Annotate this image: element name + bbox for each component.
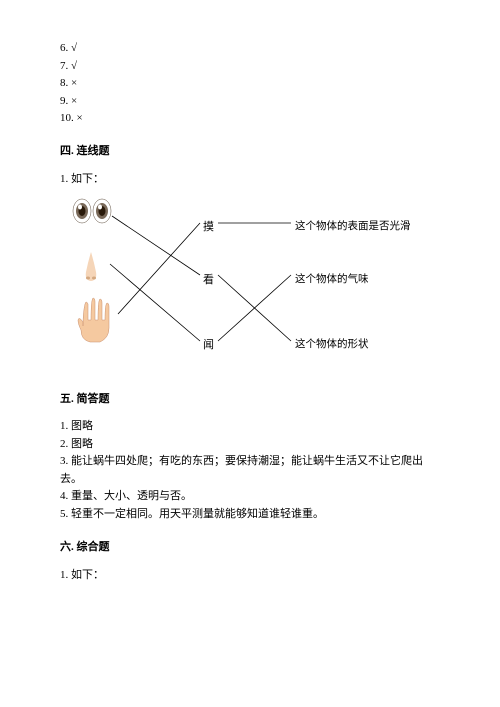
sa-item: 1. 图略	[60, 418, 440, 436]
mark: √	[71, 60, 77, 72]
sa-item: 3. 能让蜗牛四处爬；有吃的东西；要保持潮湿；能让蜗牛生活又不让它爬出去。	[60, 453, 440, 488]
answer-item: 10. ×	[60, 110, 440, 128]
mid-label-1: 摸	[203, 218, 214, 234]
mark: ×	[71, 77, 77, 89]
nose-icon	[78, 250, 104, 289]
mark: √	[71, 42, 77, 54]
section-6-title: 六. 综合题	[60, 538, 440, 554]
mark: ×	[71, 95, 77, 107]
sa-item: 2. 图略	[60, 436, 440, 454]
answer-item: 8. ×	[60, 75, 440, 93]
q1-prefix: 1. 如下：	[60, 170, 440, 186]
sa-item: 5. 轻重不一定相同。用天平测量就能够知道谁轻谁重。	[60, 506, 440, 524]
hand-icon	[72, 294, 116, 349]
q1-prefix-6: 1. 如下：	[60, 566, 440, 582]
sa-item: 4. 重量、大小、透明与否。	[60, 488, 440, 506]
section-5-title: 五. 简答题	[60, 390, 440, 406]
answer-item: 7. √	[60, 58, 440, 76]
mark: ×	[77, 112, 83, 124]
num: 7.	[60, 60, 68, 72]
short-answer-list: 1. 图略 2. 图略 3. 能让蜗牛四处爬；有吃的东西；要保持潮湿；能让蜗牛生…	[60, 418, 440, 524]
right-label-3: 这个物体的形状	[295, 336, 369, 351]
section-4-title: 四. 连线题	[60, 142, 440, 158]
mid-label-2: 看	[203, 271, 214, 287]
matching-diagram: 摸 看 闻 这个物体的表面是否光滑 这个物体的气味 这个物体的形状	[60, 196, 450, 376]
answer-list: 6. √ 7. √ 8. × 9. × 10. ×	[60, 40, 440, 128]
right-label-1: 这个物体的表面是否光滑	[295, 218, 411, 233]
right-label-2: 这个物体的气味	[295, 271, 369, 286]
answer-item: 6. √	[60, 40, 440, 58]
num: 8.	[60, 77, 68, 89]
mid-label-3: 闻	[203, 336, 214, 352]
num: 6.	[60, 42, 68, 54]
num: 10.	[60, 112, 74, 124]
answer-item: 9. ×	[60, 93, 440, 111]
eyes-icon	[70, 196, 114, 229]
num: 9.	[60, 95, 68, 107]
